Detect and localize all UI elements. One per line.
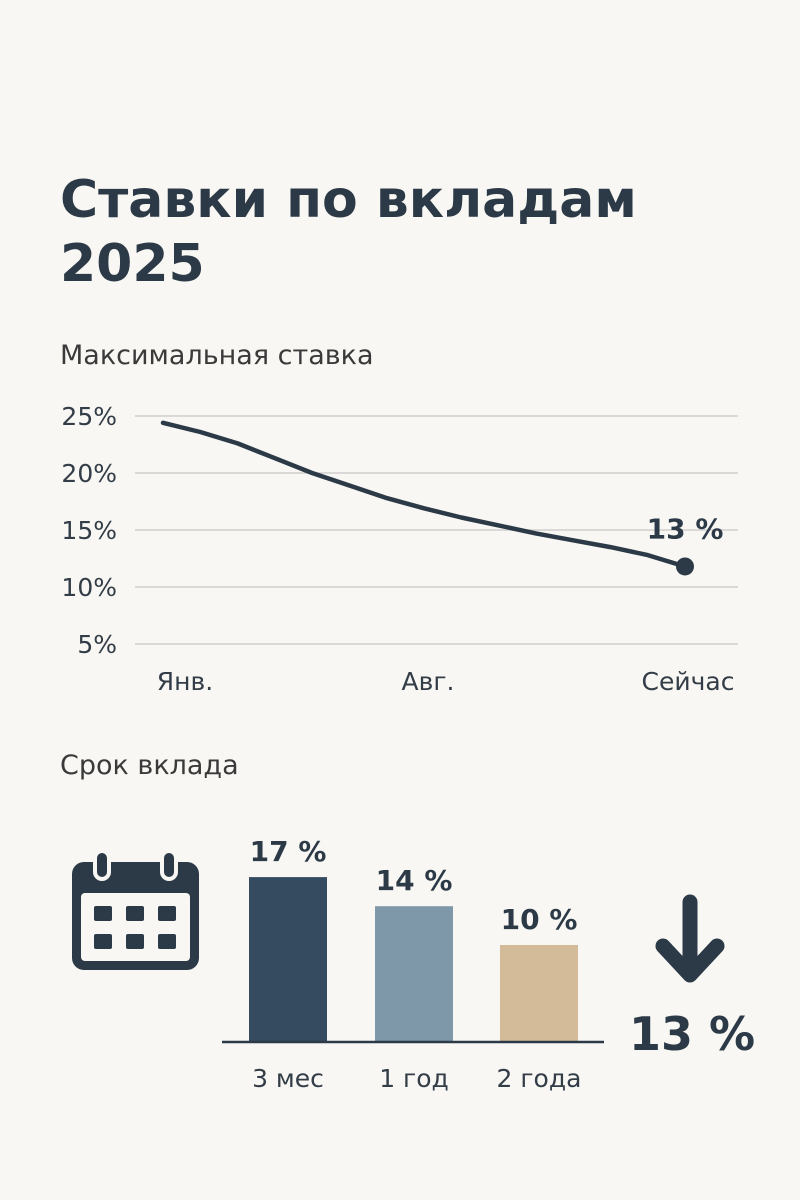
arrow-down-icon [655,894,725,983]
x-axis-ticks: Янв. Авг. Сейчас [157,667,735,696]
bar-3 [500,945,578,1042]
calendar-icon [72,849,199,970]
x-tick-label: Сейчас [642,667,735,696]
bar-2 [375,906,453,1042]
bar-value-label: 17 % [250,835,327,868]
bars: 17 % 14 % 10 % [249,835,578,1042]
x-tick-label: Авг. [402,667,455,696]
line-chart-title: Максимальная ставка [60,340,374,371]
y-tick-label: 5% [77,630,117,659]
y-tick-label: 10% [61,573,117,602]
rate-endpoint-marker [676,557,694,576]
y-tick-label: 15% [61,516,117,545]
bar-1 [249,877,327,1042]
y-tick-label: 20% [61,459,117,488]
y-axis-ticks: 25% 20% 15% 10% 5% [61,402,117,659]
x-tick-label: Янв. [157,667,213,696]
line-chart: 25% 20% 15% 10% 5% Янв. Авг. Сейчас 13 % [61,402,738,696]
bar-category-labels: 3 мес 1 год 2 года [252,1064,581,1093]
bar-category-label: 1 год [379,1064,449,1093]
page-title: Ставки по вкладам 2025 [60,170,637,294]
bar-chart: 17 % 14 % 10 % 3 мес 1 год 2 года [222,835,604,1093]
summary-rate-label: 13 % [629,1007,755,1061]
rate-endpoint-label: 13 % [647,512,724,545]
bar-chart-title: Срок вклада [60,750,239,781]
bar-category-label: 2 года [497,1064,582,1093]
grid-lines [135,415,738,645]
bar-value-label: 14 % [376,864,453,897]
y-tick-label: 25% [61,402,117,431]
bar-category-label: 3 мес [252,1064,324,1093]
rate-series-line [160,420,688,569]
bar-value-label: 10 % [501,903,578,936]
